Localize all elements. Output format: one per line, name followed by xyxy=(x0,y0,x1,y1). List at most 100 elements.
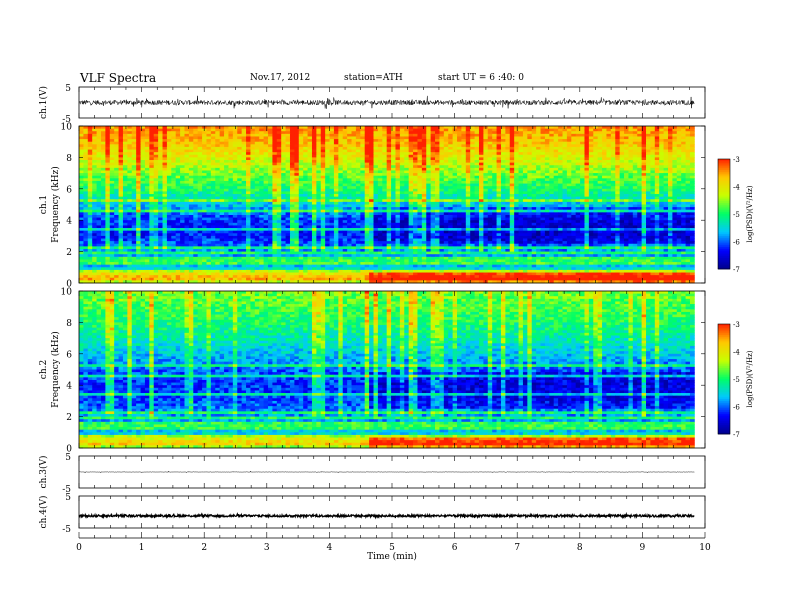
spectrogram-cell xyxy=(197,183,203,187)
spectrogram-cell xyxy=(215,165,221,169)
spectrogram-cell xyxy=(127,146,133,150)
spectrogram-cell xyxy=(298,214,304,218)
spectrogram-cell xyxy=(404,146,410,150)
spectrogram-cell xyxy=(443,126,449,130)
spectrogram-cell xyxy=(650,136,656,140)
spectrogram-cell xyxy=(188,214,194,218)
spectrogram-cell xyxy=(426,139,432,143)
spectrogram-cell xyxy=(342,152,348,156)
spectrogram-cell xyxy=(202,186,207,190)
spectrogram-cell xyxy=(382,194,388,198)
spectrogram-cell xyxy=(681,139,686,143)
spectrogram-cell xyxy=(619,175,625,179)
spectrogram-cell xyxy=(663,201,669,205)
spectrogram-cell xyxy=(228,167,234,171)
spectrogram-cell xyxy=(509,144,515,148)
spectrogram-cell xyxy=(100,188,106,192)
spectrogram-cell xyxy=(465,149,471,153)
spectrogram-cell xyxy=(615,160,621,164)
spectrogram-cell xyxy=(461,201,467,205)
spectrogram-cell xyxy=(448,214,454,218)
spectrogram-cell xyxy=(79,180,84,184)
spectrogram-cell xyxy=(404,126,410,130)
spectrogram-cell xyxy=(180,188,185,192)
spectrogram-cell xyxy=(311,152,317,156)
spectrogram-cell xyxy=(100,146,106,150)
spectrogram-cell xyxy=(87,170,93,174)
spectrogram-cell xyxy=(369,186,374,190)
spectrogram-cell xyxy=(83,126,89,130)
spectrogram-cell xyxy=(632,214,638,218)
spectrogram-cell xyxy=(171,204,177,208)
spectrogram-cell xyxy=(127,162,133,166)
spectrogram-cell xyxy=(92,157,97,161)
spectrogram-cell xyxy=(527,128,533,132)
spectrogram-cell xyxy=(171,178,177,182)
spectrogram-cell xyxy=(237,128,243,132)
spectrogram-cell xyxy=(465,178,471,182)
spectrogram-cell xyxy=(136,162,141,166)
spectrogram-cell xyxy=(606,170,612,174)
spectrogram-cell xyxy=(206,165,212,169)
spectrogram-cell xyxy=(329,194,335,198)
spectrogram-cell xyxy=(206,214,212,218)
spectrogram-cell xyxy=(536,214,541,218)
spectrogram-cell xyxy=(408,131,414,135)
spectrogram-cell xyxy=(289,165,295,169)
spectrogram-cell xyxy=(496,141,502,145)
spectrogram-cell xyxy=(351,209,357,213)
spectrogram-cell xyxy=(241,128,247,132)
spectrogram-cell xyxy=(399,133,405,137)
spectrogram-cell xyxy=(263,199,269,203)
spectrogram-cell xyxy=(250,194,256,198)
spectrogram-cell xyxy=(470,141,475,145)
spectrogram-cell xyxy=(237,201,243,205)
spectrogram-cell xyxy=(588,214,594,218)
spectrogram-cell xyxy=(575,199,581,203)
spectrogram-cell xyxy=(180,128,185,132)
spectrogram-cell xyxy=(228,207,234,211)
spectrogram-cell xyxy=(391,128,396,132)
spectrogram-cell xyxy=(584,152,590,156)
spectrogram-cell xyxy=(237,183,243,187)
spectrogram-cell xyxy=(667,146,673,150)
spectrogram-cell xyxy=(96,131,102,135)
spectrogram-cell xyxy=(681,144,686,148)
spectrogram-cell xyxy=(615,199,621,203)
spectrogram-cell xyxy=(188,160,194,164)
spectrogram-cell xyxy=(575,196,581,200)
spectrogram-cell xyxy=(96,196,102,200)
spectrogram-cell xyxy=(118,133,124,137)
spectrogram-cell xyxy=(549,139,555,143)
spectrogram-cell xyxy=(500,141,506,145)
spectrogram-cell xyxy=(118,152,124,156)
spectrogram-cell xyxy=(215,133,221,137)
spectrogram-cell xyxy=(514,180,519,184)
spectrogram-cell xyxy=(575,209,581,213)
spectrogram-cell xyxy=(681,149,686,153)
spectrogram-cell xyxy=(646,178,651,182)
spectrogram-cell xyxy=(496,199,502,203)
spectrogram-cell xyxy=(509,131,515,135)
spectrogram-cell xyxy=(83,146,89,150)
spectrogram-cell xyxy=(289,207,295,211)
spectrogram-cell xyxy=(259,178,265,182)
spectrogram-cell xyxy=(175,214,181,218)
spectrogram-cell xyxy=(333,146,339,150)
spectrogram-cell xyxy=(311,146,317,150)
spectrogram-cell xyxy=(131,126,137,130)
spectrogram-cell xyxy=(276,199,282,203)
spectrogram-cell xyxy=(237,175,243,179)
spectrogram-cell xyxy=(333,149,339,153)
spectrogram-cell xyxy=(224,175,229,179)
spectrogram-cell xyxy=(624,144,629,148)
spectrogram-cell xyxy=(377,170,383,174)
spectrogram-cell xyxy=(263,173,269,177)
spectrogram-cell xyxy=(175,209,181,213)
spectrogram-cell xyxy=(395,214,401,218)
spectrogram-cell xyxy=(500,186,506,190)
spectrogram-cell xyxy=(676,191,682,195)
spectrogram-cell xyxy=(320,186,326,190)
spectrogram-cell xyxy=(588,144,594,148)
spectrogram-cell xyxy=(386,180,392,184)
